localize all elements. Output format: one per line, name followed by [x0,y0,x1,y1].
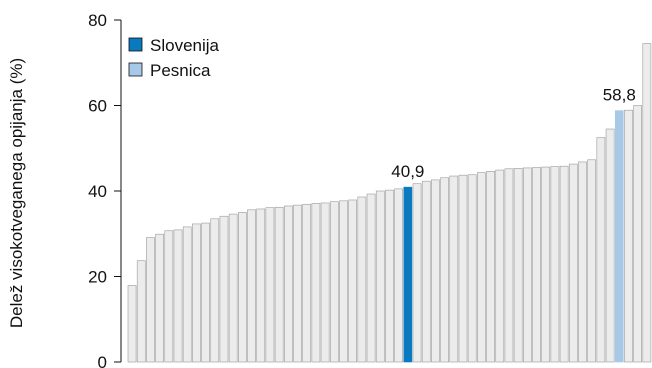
bar [136,260,146,363]
bar [155,233,164,363]
y-tick-label: 20 [88,268,107,287]
bar [366,193,376,363]
bar [578,161,587,363]
data-label: 58,8 [603,86,636,105]
bar [283,205,293,363]
bar [385,189,394,363]
bar [182,226,192,363]
bar [587,159,597,363]
bar [568,163,578,363]
bar [431,179,440,363]
bar [605,128,615,363]
bar [532,167,541,363]
bar [357,196,367,363]
legend: Slovenija Pesnica [128,36,220,80]
y-axis-title: Delež visokotveganega opijanja (%) [7,58,26,328]
bar [265,207,275,363]
bar [228,213,238,363]
bar [504,168,514,363]
y-tick-label: 80 [88,11,107,30]
bar [550,166,560,363]
bar [477,172,486,363]
bars [127,43,652,363]
bar [495,169,505,363]
data-labels: 40,9 58,8 [391,86,636,182]
bar [164,230,174,363]
bar [247,209,256,363]
bar [633,105,642,363]
bar [559,165,569,363]
bar [348,199,358,363]
bar [302,203,312,363]
bar [173,229,183,363]
y-tick-label: 0 [98,353,107,368]
y-axis: 0 20 40 60 80 [88,11,122,368]
bar [201,222,210,363]
bar [210,218,220,363]
bar [293,204,302,363]
bar [394,188,403,363]
bar [440,177,449,363]
bar [541,166,551,363]
bar [467,174,477,363]
legend-swatch [128,37,143,52]
bar [486,171,495,363]
bar [192,223,201,363]
bar [127,285,137,363]
bar [596,137,606,363]
bar [412,183,422,363]
legend-swatch [128,62,143,77]
bar [329,201,339,363]
bar-slovenija [403,186,413,363]
bar [219,215,229,363]
y-tick-label: 60 [88,97,107,116]
y-tick-label: 40 [88,182,107,201]
bar [274,206,284,363]
bar-pesnica [614,110,624,363]
legend-label: Pesnica [150,61,211,80]
bar [522,167,532,363]
data-label: 40,9 [391,162,424,181]
bar [449,175,459,363]
bar [339,200,348,363]
bar [320,202,330,363]
bar [375,190,385,363]
bar [458,174,468,363]
bar [256,208,266,363]
bar [624,109,633,363]
bar [146,237,155,363]
bar [513,168,523,363]
bar [238,212,247,363]
legend-label: Slovenija [150,36,220,55]
bar [311,203,321,363]
bar [642,43,652,363]
bar [421,180,431,363]
